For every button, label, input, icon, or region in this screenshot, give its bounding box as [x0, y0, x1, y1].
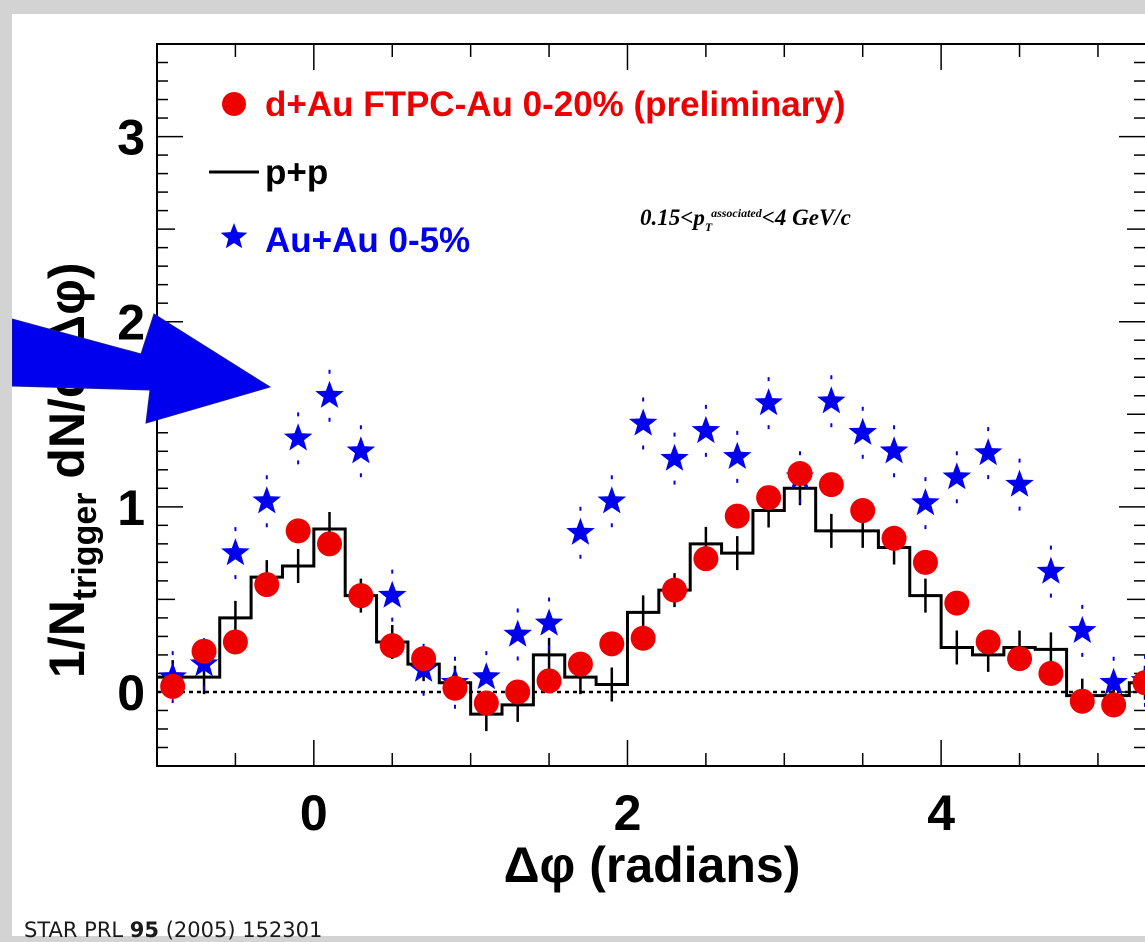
dau-point	[787, 461, 812, 486]
pp-point	[917, 579, 933, 613]
pp-point	[823, 514, 839, 548]
figure-frame: 0 2 4 0 1 2 3 d+Au FTPC-Au 0-20% (preliminary)…	[12, 14, 1145, 936]
dau-point	[317, 531, 342, 556]
dau-point	[1007, 646, 1032, 671]
dau-point	[474, 691, 499, 716]
dau-point	[693, 546, 718, 571]
dau-point	[913, 550, 938, 575]
dau-point	[160, 674, 185, 699]
dau-point	[254, 572, 279, 597]
y-tick-label: 1	[117, 480, 145, 536]
y-axis-label: 1/Ntrigger dN/d(Δφ)	[39, 263, 104, 678]
auau-point	[472, 662, 501, 689]
citation-volume: 95	[130, 918, 159, 942]
data-layer	[157, 370, 1145, 731]
y-tick-label: 2	[117, 295, 145, 351]
dau-point	[1101, 692, 1126, 717]
auau-point	[535, 609, 564, 636]
dau-point	[411, 646, 436, 671]
auau-point	[221, 538, 250, 565]
auau-point	[566, 518, 595, 545]
pp-point	[635, 595, 651, 629]
dau-point	[223, 629, 248, 654]
legend-marker-dau	[222, 92, 246, 116]
dau-point	[192, 639, 217, 664]
auau-point	[911, 488, 940, 515]
auau-point	[974, 438, 1003, 465]
pp-point	[290, 549, 306, 583]
auau-point	[1068, 616, 1097, 643]
x-tick-label: 4	[927, 785, 955, 841]
pp-point	[541, 638, 557, 672]
auau-point	[754, 388, 783, 415]
auau-point	[503, 620, 532, 647]
auau-point	[347, 436, 376, 463]
dau-point	[631, 626, 656, 651]
auau-point	[943, 462, 972, 489]
dau-point	[1038, 661, 1063, 686]
auau-point	[629, 409, 658, 436]
dau-point	[1070, 689, 1095, 714]
auau-point	[315, 381, 344, 408]
annotation-pre: 0.15<p	[640, 205, 705, 230]
dau-point	[505, 679, 530, 704]
legend-label-dau: d+Au FTPC-Au 0-20% (preliminary)	[265, 85, 846, 124]
y-axis-label-sub: trigger	[66, 493, 104, 601]
auau-point	[1005, 470, 1034, 497]
dau-point	[568, 652, 593, 677]
dau-point	[725, 504, 750, 529]
pp-point	[604, 668, 620, 702]
auau-point	[692, 416, 721, 443]
annotation-sub: T	[705, 220, 713, 234]
auau-point	[723, 442, 752, 469]
dau-point	[348, 583, 373, 608]
dau-point	[380, 633, 405, 658]
dau-point	[976, 629, 1001, 654]
dau-point	[662, 578, 687, 603]
auau-point	[284, 423, 313, 450]
dau-point	[756, 485, 781, 510]
x-tick-label: 0	[300, 785, 328, 841]
pt-range-annotation: 0.15<pTassociated<4 GeV/c	[640, 205, 851, 234]
legend-label-auau: Au+Au 0-5%	[265, 221, 470, 260]
dau-point	[599, 631, 624, 656]
auau-point	[253, 486, 282, 513]
correlation-chart: 0 2 4 0 1 2 3 d+Au FTPC-Au 0-20% (preliminary)…	[12, 14, 1145, 936]
dau-point	[882, 526, 907, 551]
auau-point	[660, 444, 689, 471]
dau-point	[442, 676, 467, 701]
dau-point	[944, 591, 969, 616]
auau-point	[848, 418, 877, 445]
legend: d+Au FTPC-Au 0-20% (preliminary) p+p Au+…	[209, 85, 846, 260]
x-tick-label: 2	[614, 785, 642, 841]
annotation-post: <4 GeV/c	[762, 205, 851, 230]
y-tick-label: 3	[117, 110, 145, 166]
citation: STAR PRL 95 (2005) 152301	[24, 918, 322, 942]
annotation-sup: associated	[711, 206, 763, 220]
auau-point	[880, 436, 909, 463]
y-tick-label: 0	[117, 665, 145, 721]
dau-point	[537, 668, 562, 693]
citation-suffix: (2005) 152301	[159, 918, 322, 942]
auau-point	[1037, 557, 1066, 584]
auau-point	[817, 386, 846, 413]
legend-label-pp: p+p	[265, 153, 328, 192]
dau-point	[819, 472, 844, 497]
auau-point	[378, 581, 407, 608]
dau-point	[850, 498, 875, 523]
auau-point	[598, 486, 627, 513]
pp-point	[949, 631, 965, 665]
pp-point	[729, 536, 745, 570]
citation-prefix: STAR PRL	[24, 918, 130, 942]
dau-point	[286, 518, 311, 543]
x-axis-label: Δφ (radians)	[504, 837, 801, 893]
y-axis-label-prefix: 1/N	[39, 600, 95, 678]
legend-marker-auau	[221, 223, 248, 248]
